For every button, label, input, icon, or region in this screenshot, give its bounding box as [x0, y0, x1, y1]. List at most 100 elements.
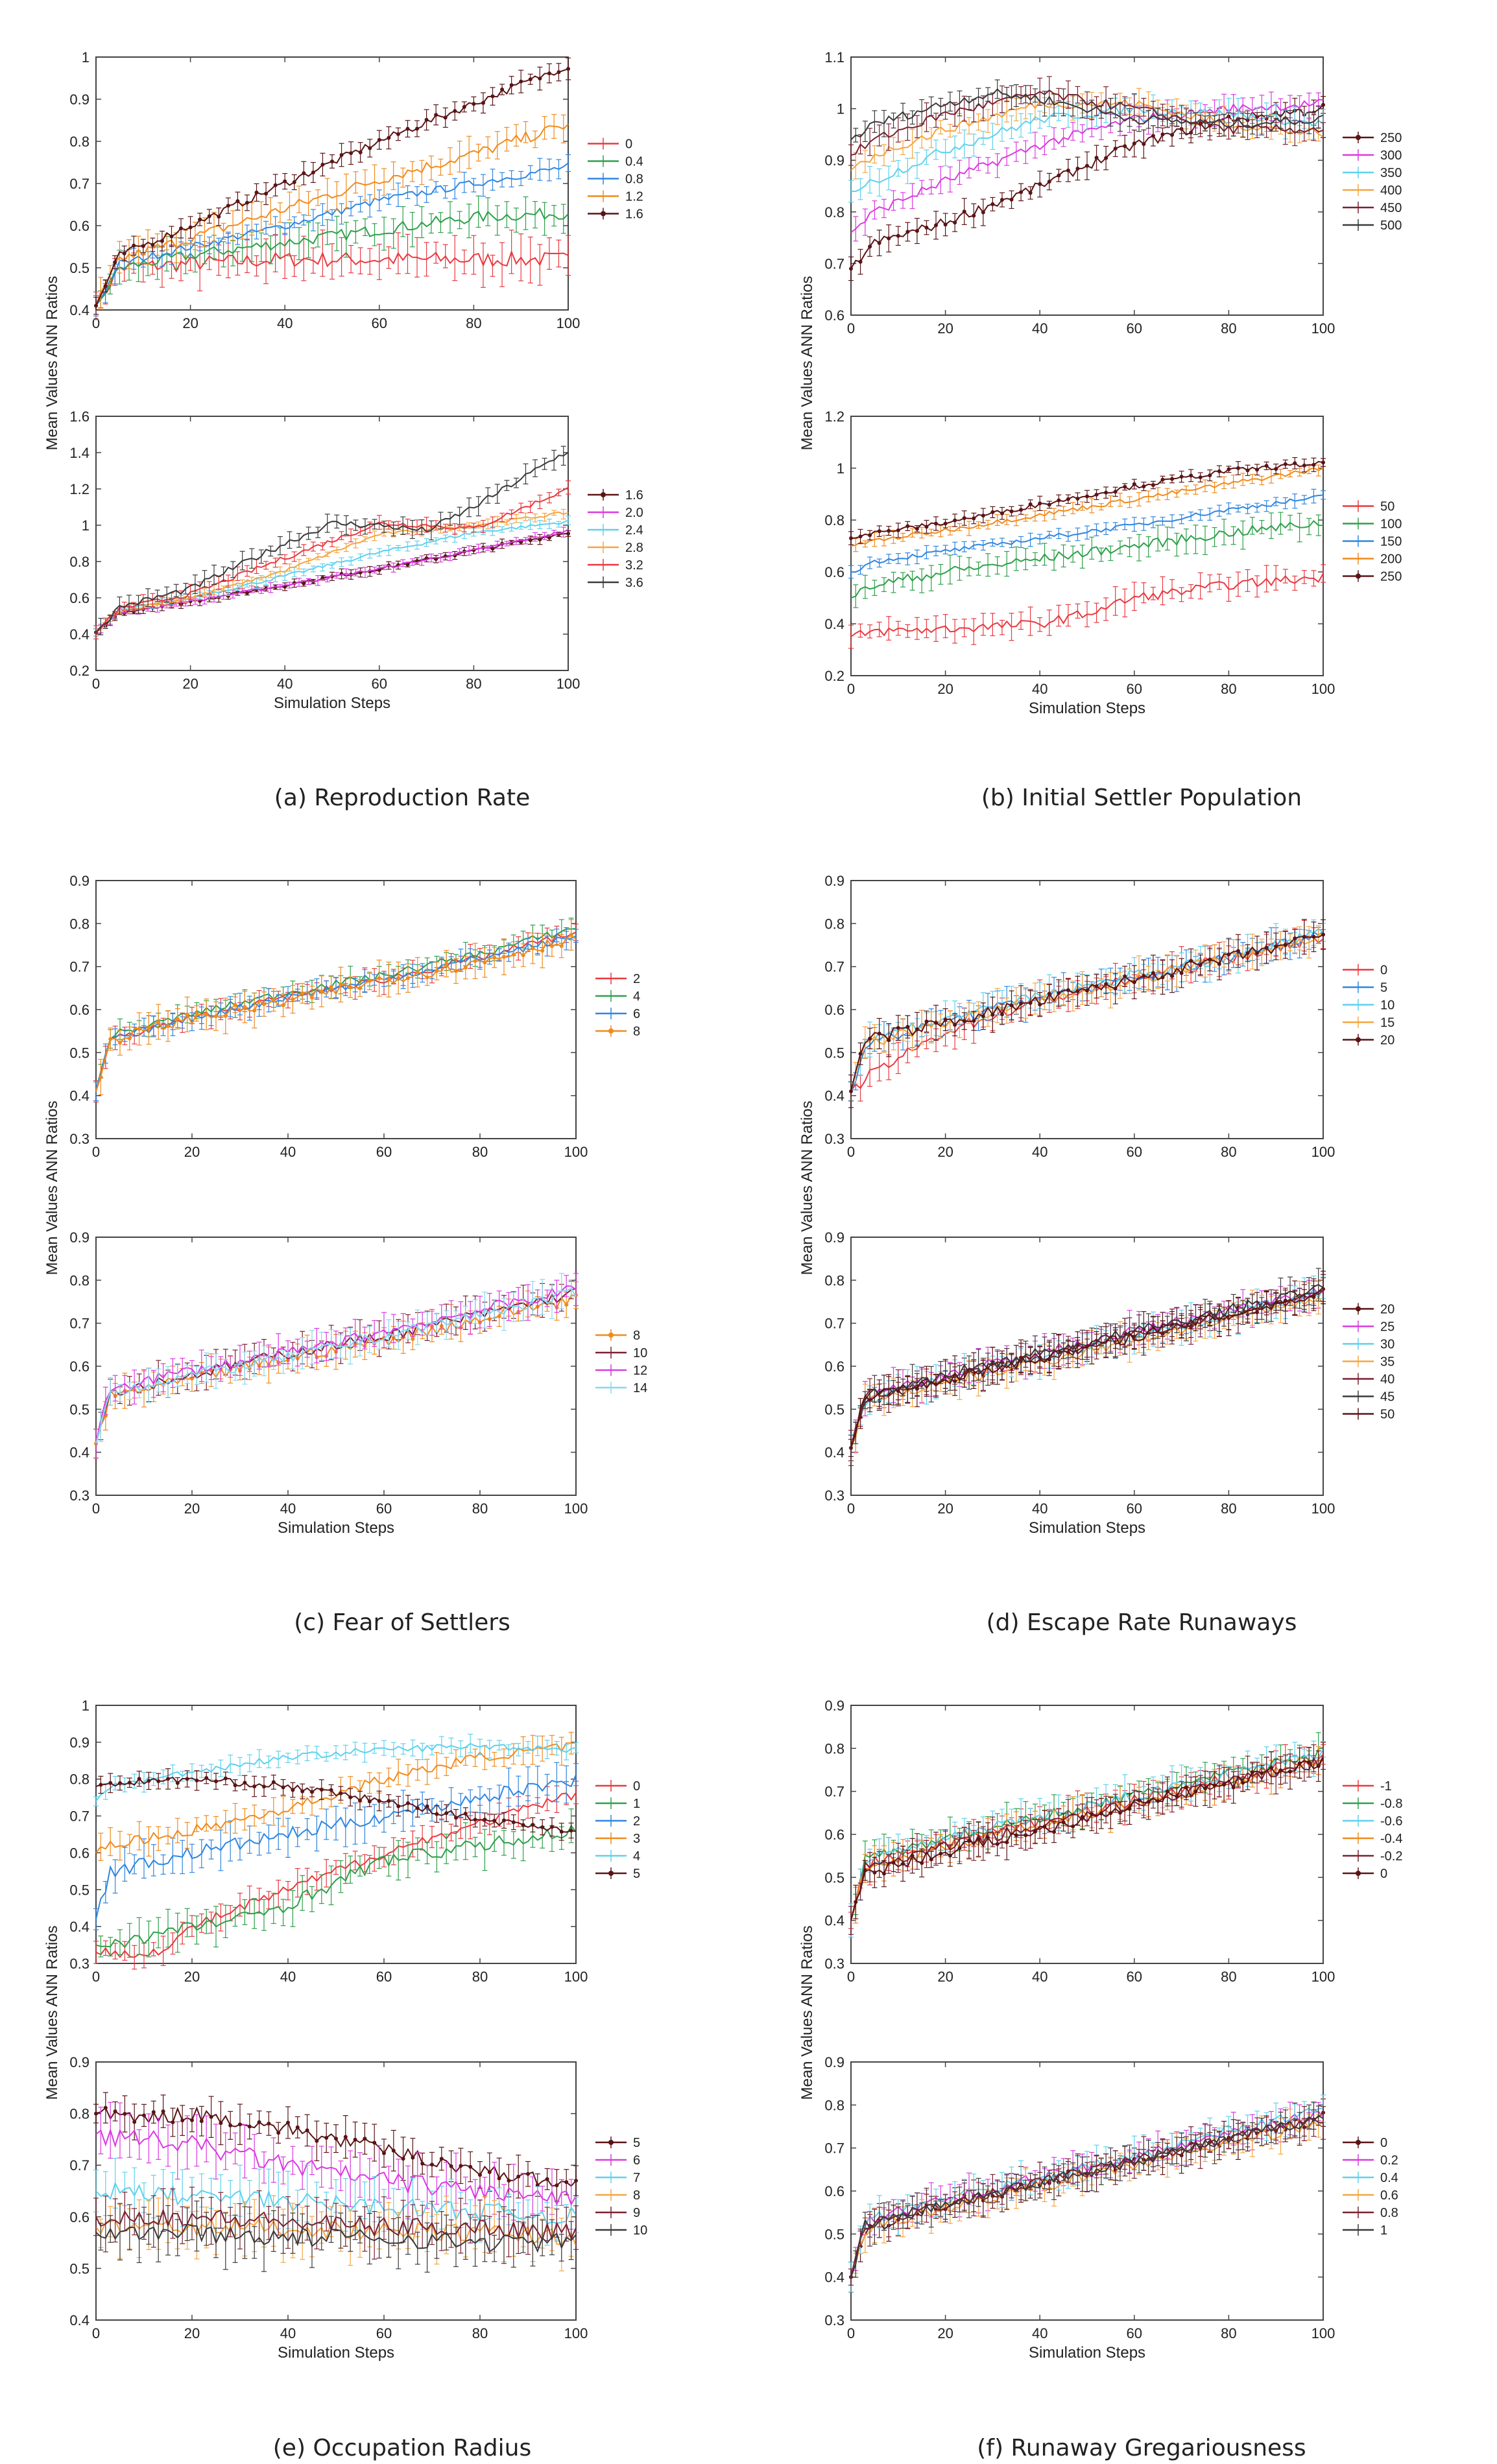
legend-marker	[608, 1028, 614, 1034]
data-marker	[396, 976, 401, 980]
chart-c-bottom: 0 20 40 60 80 1000.30.40.50.60.70.80.98101214…	[69, 1229, 647, 1537]
data-marker	[245, 591, 249, 595]
legend-label: 1.6	[625, 488, 643, 503]
data-marker	[1160, 477, 1165, 482]
data-marker	[1009, 197, 1014, 202]
data-marker	[511, 953, 516, 957]
data-marker	[557, 70, 561, 75]
y-tick-label: 1.2	[69, 481, 90, 497]
legend-label: 4	[633, 989, 640, 1004]
data-marker	[405, 126, 410, 131]
data-marker	[185, 1012, 189, 1017]
x-tick-label: 60	[1127, 681, 1142, 697]
data-marker	[473, 959, 477, 964]
series-2.0	[95, 527, 569, 634]
data-marker	[349, 151, 353, 156]
series-1.6	[93, 57, 571, 315]
legend-label: 3.6	[625, 576, 643, 590]
data-marker	[540, 949, 545, 953]
data-marker	[564, 1303, 569, 1307]
y-tick-label: 0.8	[69, 916, 90, 932]
data-marker	[490, 94, 495, 99]
data-marker	[1000, 511, 1004, 515]
y-tick-label: 0.6	[69, 218, 90, 234]
x-tick-label: 0	[92, 1144, 100, 1160]
x-tick-label: 0	[92, 676, 100, 692]
data-marker	[924, 226, 929, 230]
data-marker	[132, 243, 136, 248]
data-marker	[291, 997, 295, 1002]
chart-b-bottom: 0 20 40 60 80 100 0.2 0.4 0.6 0.8 1 1.2 50 100 150 200 2…	[824, 409, 1402, 717]
x-tick-label: 60	[1127, 320, 1142, 337]
legend-label: 500	[1380, 219, 1402, 233]
legend-label: 6	[633, 1007, 640, 1021]
x-axis-label: Simulation Steps	[274, 694, 390, 712]
data-marker	[953, 518, 957, 523]
data-marker	[415, 126, 420, 131]
data-marker	[521, 953, 525, 958]
x-tick-label: 100	[557, 315, 581, 331]
y-tick-label: 0.9	[824, 152, 844, 169]
x-tick-label: 80	[1221, 681, 1236, 697]
data-marker	[217, 215, 221, 219]
data-marker	[302, 171, 306, 176]
data-marker	[329, 985, 333, 989]
legend-label: 200	[1380, 552, 1402, 567]
x-tick-label: 80	[466, 676, 481, 692]
data-marker	[424, 117, 429, 122]
x-tick-label: 80	[1221, 320, 1236, 337]
data-marker	[896, 233, 900, 238]
x-tick-label: 40	[277, 676, 293, 692]
data-marker	[292, 180, 296, 185]
y-tick-label: 0.6	[824, 307, 844, 324]
data-marker	[300, 991, 305, 995]
data-marker	[1264, 464, 1269, 468]
x-tick-label: 80	[466, 315, 481, 331]
data-marker	[169, 234, 174, 239]
x-tick-label: 0	[92, 1500, 100, 1517]
legend-marker	[1356, 573, 1361, 579]
x-tick-label: 40	[280, 1144, 296, 1160]
y-tick-label: 0.8	[69, 1272, 90, 1288]
data-marker	[858, 259, 863, 264]
data-marker	[887, 528, 891, 533]
data-marker	[1198, 475, 1203, 480]
data-marker	[463, 965, 468, 970]
data-marker	[283, 179, 287, 184]
legend-label: 350	[1380, 166, 1402, 180]
y-tick-label: 0.6	[69, 1358, 90, 1375]
data-marker	[1302, 463, 1306, 468]
x-tick-label: 100	[557, 676, 581, 692]
data-marker	[1255, 468, 1260, 472]
data-marker	[367, 978, 372, 983]
y-tick-label: 0.8	[824, 512, 844, 528]
legend-label: 0.8	[625, 172, 643, 187]
data-marker	[1321, 102, 1325, 107]
data-marker	[156, 1019, 161, 1024]
y-tick-label: 0.4	[69, 1088, 90, 1104]
data-marker	[1028, 502, 1033, 506]
data-marker	[339, 152, 344, 157]
data-marker	[1170, 133, 1175, 137]
data-marker	[195, 1011, 199, 1015]
data-marker	[462, 104, 466, 109]
data-marker	[434, 113, 438, 117]
data-marker	[569, 932, 573, 937]
data-marker	[559, 943, 564, 948]
legend-marker	[601, 492, 606, 497]
legend-marker	[1356, 135, 1361, 140]
data-marker	[953, 220, 957, 225]
data-marker	[472, 102, 476, 106]
data-marker	[1094, 156, 1099, 160]
data-marker	[1104, 490, 1108, 495]
data-marker	[509, 83, 514, 88]
x-tick-label: 80	[472, 1144, 488, 1160]
data-marker	[858, 534, 863, 539]
x-tick-label: 100	[564, 1500, 588, 1517]
series-1.2	[95, 113, 569, 309]
data-marker	[1000, 198, 1004, 202]
data-marker	[492, 955, 497, 960]
x-axis-label: Simulation Steps	[1029, 700, 1145, 717]
data-marker	[330, 159, 334, 163]
